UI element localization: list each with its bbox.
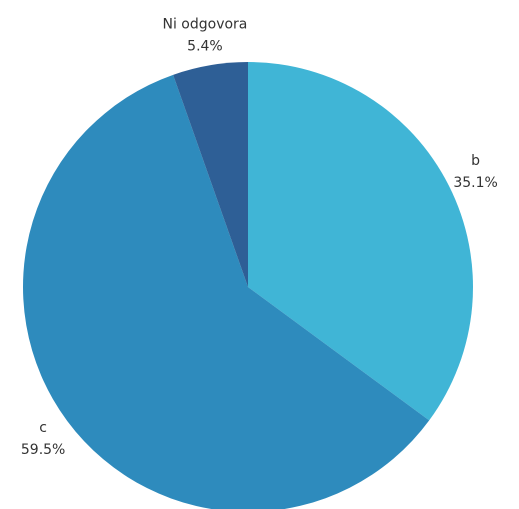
pie-slice — [248, 62, 473, 421]
slice-value-label: 35.1% — [453, 175, 497, 191]
pie-slice — [23, 74, 430, 509]
slice-value-label: 59.5% — [21, 442, 65, 458]
slice-value-label: 5.4% — [187, 39, 223, 55]
slice-label: Ni odgovora — [162, 17, 247, 33]
pie-slice — [173, 62, 248, 287]
slice-label: b — [471, 153, 480, 169]
slice-label: c — [39, 420, 47, 436]
